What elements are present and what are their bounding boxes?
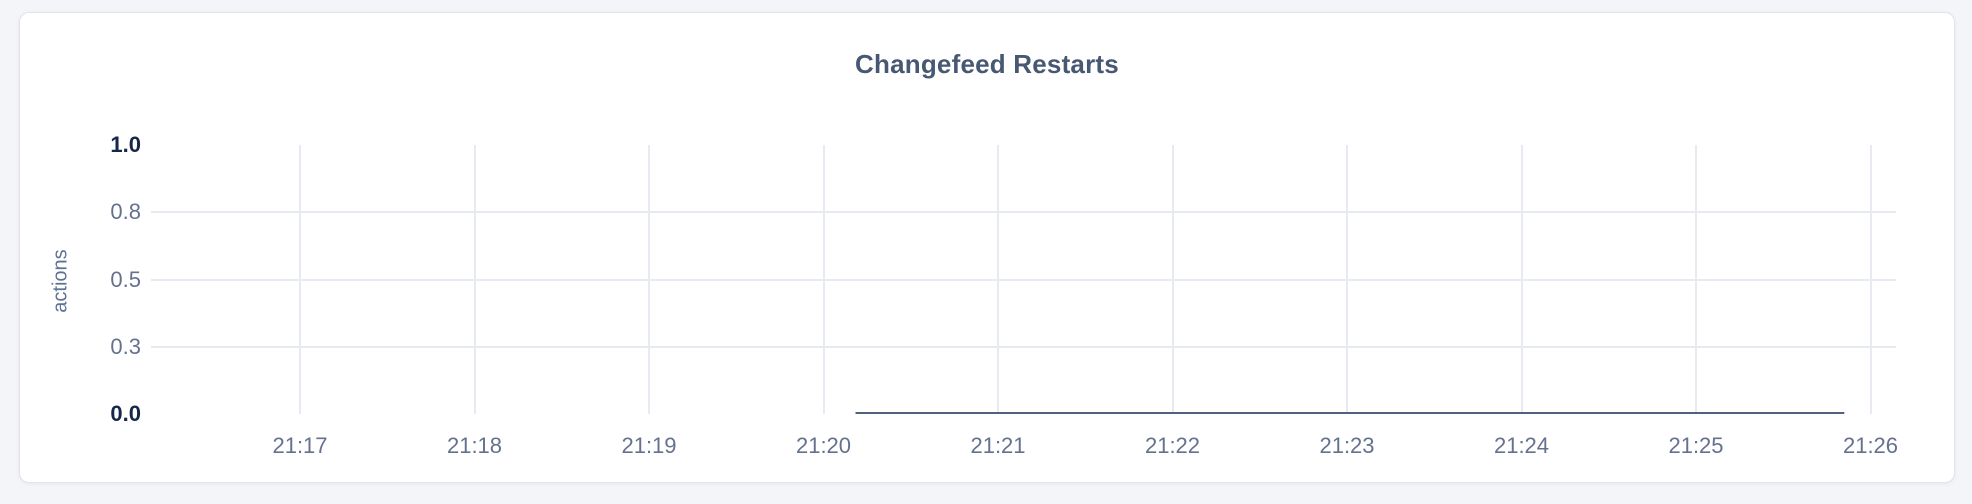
- x-tick-label: 21:20: [795, 433, 852, 458]
- horizontal-gridline: [151, 345, 1896, 348]
- vertical-gridline: [1869, 145, 1872, 414]
- y-tick-label: 0.0: [110, 401, 141, 426]
- y-tick-label: 0.5: [110, 266, 141, 292]
- vertical-gridline: [822, 145, 825, 414]
- vertical-gridline: [997, 145, 999, 414]
- y-tick-label: 1.0: [110, 132, 141, 157]
- x-tick-label: 21:18: [446, 433, 503, 458]
- series-layer: [855, 412, 1845, 414]
- chart-card: Changefeed Restarts actions 1.0 0.8 0.5 0.3…: [19, 12, 1955, 483]
- chart-title: Changefeed Restarts: [855, 49, 1119, 79]
- x-tick-label: 21:17: [272, 433, 328, 458]
- x-tick-label: 21:25: [1668, 433, 1724, 458]
- x-tick-label: 21:26: [1842, 433, 1899, 458]
- x-tick-label: 21:21: [970, 433, 1026, 458]
- vertical-gridline: [1695, 145, 1697, 414]
- vertical-gridline: [1346, 145, 1348, 414]
- vertical-gridline: [1520, 145, 1523, 414]
- horizontal-gridline: [151, 278, 1896, 281]
- x-tick-label: 21:19: [621, 433, 677, 458]
- y-tick-label: 0.8: [110, 199, 141, 225]
- vertical-gridline: [1171, 145, 1174, 414]
- vertical-gridline: [299, 145, 301, 414]
- vertical-gridline: [473, 145, 476, 414]
- vertical-gridline: [648, 145, 650, 414]
- y-tick-label: 0.3: [110, 333, 141, 359]
- x-tick-label: 21:24: [1493, 433, 1550, 458]
- horizontal-gridline: [151, 211, 1896, 214]
- x-tick-label: 21:23: [1319, 433, 1375, 458]
- plot-area[interactable]: [151, 145, 1896, 414]
- x-tick-label: 21:22: [1144, 433, 1201, 458]
